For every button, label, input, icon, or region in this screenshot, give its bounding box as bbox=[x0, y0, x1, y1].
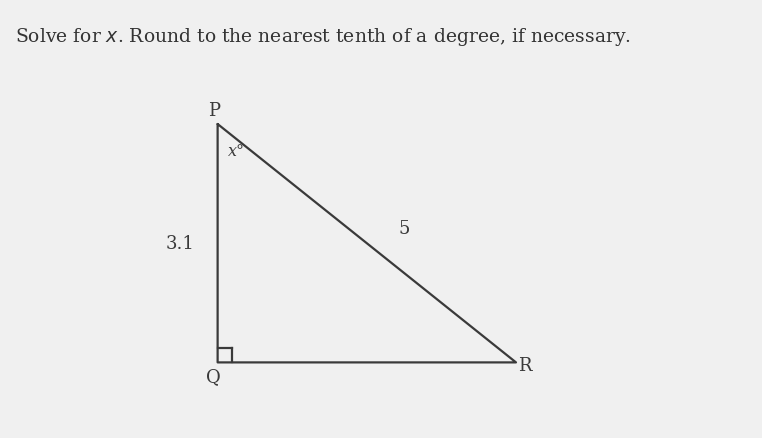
Text: P: P bbox=[208, 102, 219, 120]
Text: x°: x° bbox=[228, 143, 245, 160]
Text: 5: 5 bbox=[399, 219, 410, 237]
Text: Q: Q bbox=[207, 367, 221, 385]
Text: 3.1: 3.1 bbox=[165, 235, 194, 253]
Text: R: R bbox=[518, 357, 532, 374]
Text: Solve for $x$. Round to the nearest tenth of a degree, if necessary.: Solve for $x$. Round to the nearest tent… bbox=[15, 26, 631, 48]
